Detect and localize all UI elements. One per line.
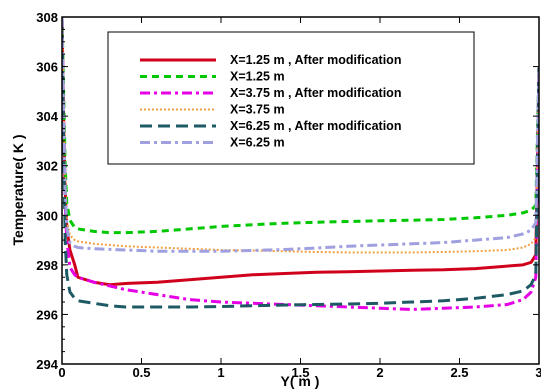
y-tick-label: 296 <box>36 307 58 322</box>
series-lines <box>62 17 539 311</box>
x-tick-label: 2 <box>376 365 383 380</box>
legend-label-5: X=6.25 m , After modification <box>230 119 401 133</box>
legend-label-3: X=3.75 m , After modification <box>230 86 401 100</box>
y-tick-label: 298 <box>36 258 58 273</box>
series-line-2 <box>62 17 539 235</box>
series-line-1 <box>62 17 539 287</box>
legend-label-6: X=6.25 m <box>230 136 285 150</box>
y-tick-label: 306 <box>36 60 58 75</box>
y-tick-label: 302 <box>36 159 58 174</box>
y-tick-label: 300 <box>36 208 58 223</box>
series-line-4 <box>62 17 539 254</box>
series-line-6 <box>62 17 539 253</box>
y-tick-label: 304 <box>36 109 58 124</box>
x-axis-label: Y( m ) <box>281 373 320 389</box>
legend-items: X=1.25 m , After modification X=1.25 m X=3… <box>140 53 401 150</box>
legend-label-4: X=3.75 m <box>230 103 285 117</box>
x-tick-label: 3 <box>535 365 541 380</box>
y-axis-label: Temperature( K ) <box>10 135 26 246</box>
y-tick-label: 308 <box>36 10 58 25</box>
y-tick-label: 294 <box>36 357 58 372</box>
legend-label-1: X=1.25 m , After modification <box>230 53 401 67</box>
axes: 0 0.5 1 1.5 2 2.5 3 294 296 298 300 302 304 306 308 <box>36 10 541 380</box>
x-tick-label: 1.5 <box>291 365 309 380</box>
series-line-5 <box>62 17 539 309</box>
legend-label-2: X=1.25 m <box>230 70 285 84</box>
x-tick-label: 1 <box>217 365 224 380</box>
x-tick-label: 0.5 <box>132 365 150 380</box>
series-line-3 <box>62 17 539 311</box>
x-tick-label: 0 <box>58 365 65 380</box>
x-tick-label: 2.5 <box>450 365 468 380</box>
legend: X=1.25 m , After modification X=1.25 m X=3… <box>107 31 475 165</box>
